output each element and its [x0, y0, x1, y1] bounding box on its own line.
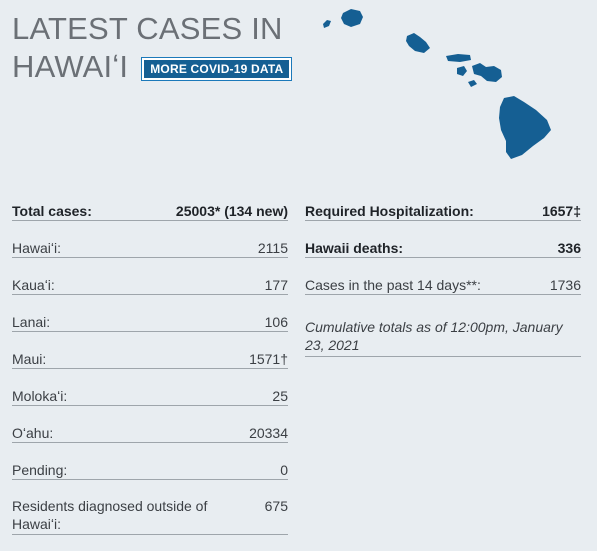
residents-outside-value: 675	[264, 498, 288, 514]
molokai-row: Molokaʻi: 25	[12, 385, 288, 406]
lanai-row: Lanai: 106	[12, 311, 288, 332]
hospitalization-row: Required Hospitalization: 1657‡	[305, 200, 581, 221]
statewide-stats-column: Required Hospitalization: 1657‡ Hawaii d…	[305, 200, 581, 357]
oahu-label: Oʻahu:	[12, 425, 54, 441]
molokai-value: 25	[272, 388, 288, 404]
past-14-days-row: Cases in the past 14 days**: 1736	[305, 274, 581, 295]
page-title-line-2-container: HAWAIʻI MORE COVID-19 DATA	[12, 48, 312, 86]
pending-label: Pending:	[12, 462, 68, 478]
hawaii-county-value: 2115	[257, 240, 288, 256]
county-cases-column: Total cases: 25003* (134 new) Hawaiʻi: 2…	[12, 200, 288, 551]
page-title-line-1: LATEST CASES IN	[12, 11, 283, 46]
page-title-line-2: HAWAIʻI	[12, 49, 129, 84]
kauai-value: 177	[264, 277, 288, 293]
maui-row: Maui: 1571†	[12, 348, 288, 369]
maui-label: Maui:	[12, 351, 47, 367]
kauai-label: Kauaʻi:	[12, 277, 55, 293]
hospitalization-value: 1657‡	[542, 203, 581, 219]
hawaii-county-row: Hawaiʻi: 2115	[12, 237, 288, 258]
kauai-row: Kauaʻi: 177	[12, 274, 288, 295]
cumulative-totals-note: Cumulative totals as of 12:00pm, January…	[305, 318, 581, 357]
deaths-row: Hawaii deaths: 336	[305, 237, 581, 258]
pending-row: Pending: 0	[12, 459, 288, 480]
more-covid-data-button[interactable]: MORE COVID-19 DATA	[141, 57, 293, 81]
residents-outside-row: Residents diagnosed outside of Hawaiʻi: …	[12, 496, 288, 535]
past-14-days-label: Cases in the past 14 days**:	[305, 277, 481, 293]
residents-outside-label: Residents diagnosed outside of Hawaiʻi:	[12, 498, 208, 532]
oahu-value: 20334	[249, 425, 288, 441]
deaths-label: Hawaii deaths:	[305, 240, 404, 256]
total-cases-label: Total cases:	[12, 203, 92, 219]
total-cases-value: 25003* (134 new)	[175, 203, 288, 219]
molokai-label: Molokaʻi:	[12, 388, 68, 404]
hospitalization-label: Required Hospitalization:	[305, 203, 474, 219]
maui-value: 1571†	[249, 351, 288, 367]
pending-value: 0	[280, 462, 288, 478]
page-header: LATEST CASES IN HAWAIʻI MORE COVID-19 DA…	[12, 10, 312, 90]
past-14-days-value: 1736	[549, 277, 581, 293]
oahu-row: Oʻahu: 20334	[12, 422, 288, 443]
lanai-label: Lanai:	[12, 314, 51, 330]
deaths-value: 336	[557, 240, 581, 256]
hawaii-county-label: Hawaiʻi:	[12, 240, 62, 256]
hawaii-islands-map-icon	[323, 9, 551, 159]
lanai-value: 106	[264, 314, 288, 330]
total-cases-row: Total cases: 25003* (134 new)	[12, 200, 288, 221]
